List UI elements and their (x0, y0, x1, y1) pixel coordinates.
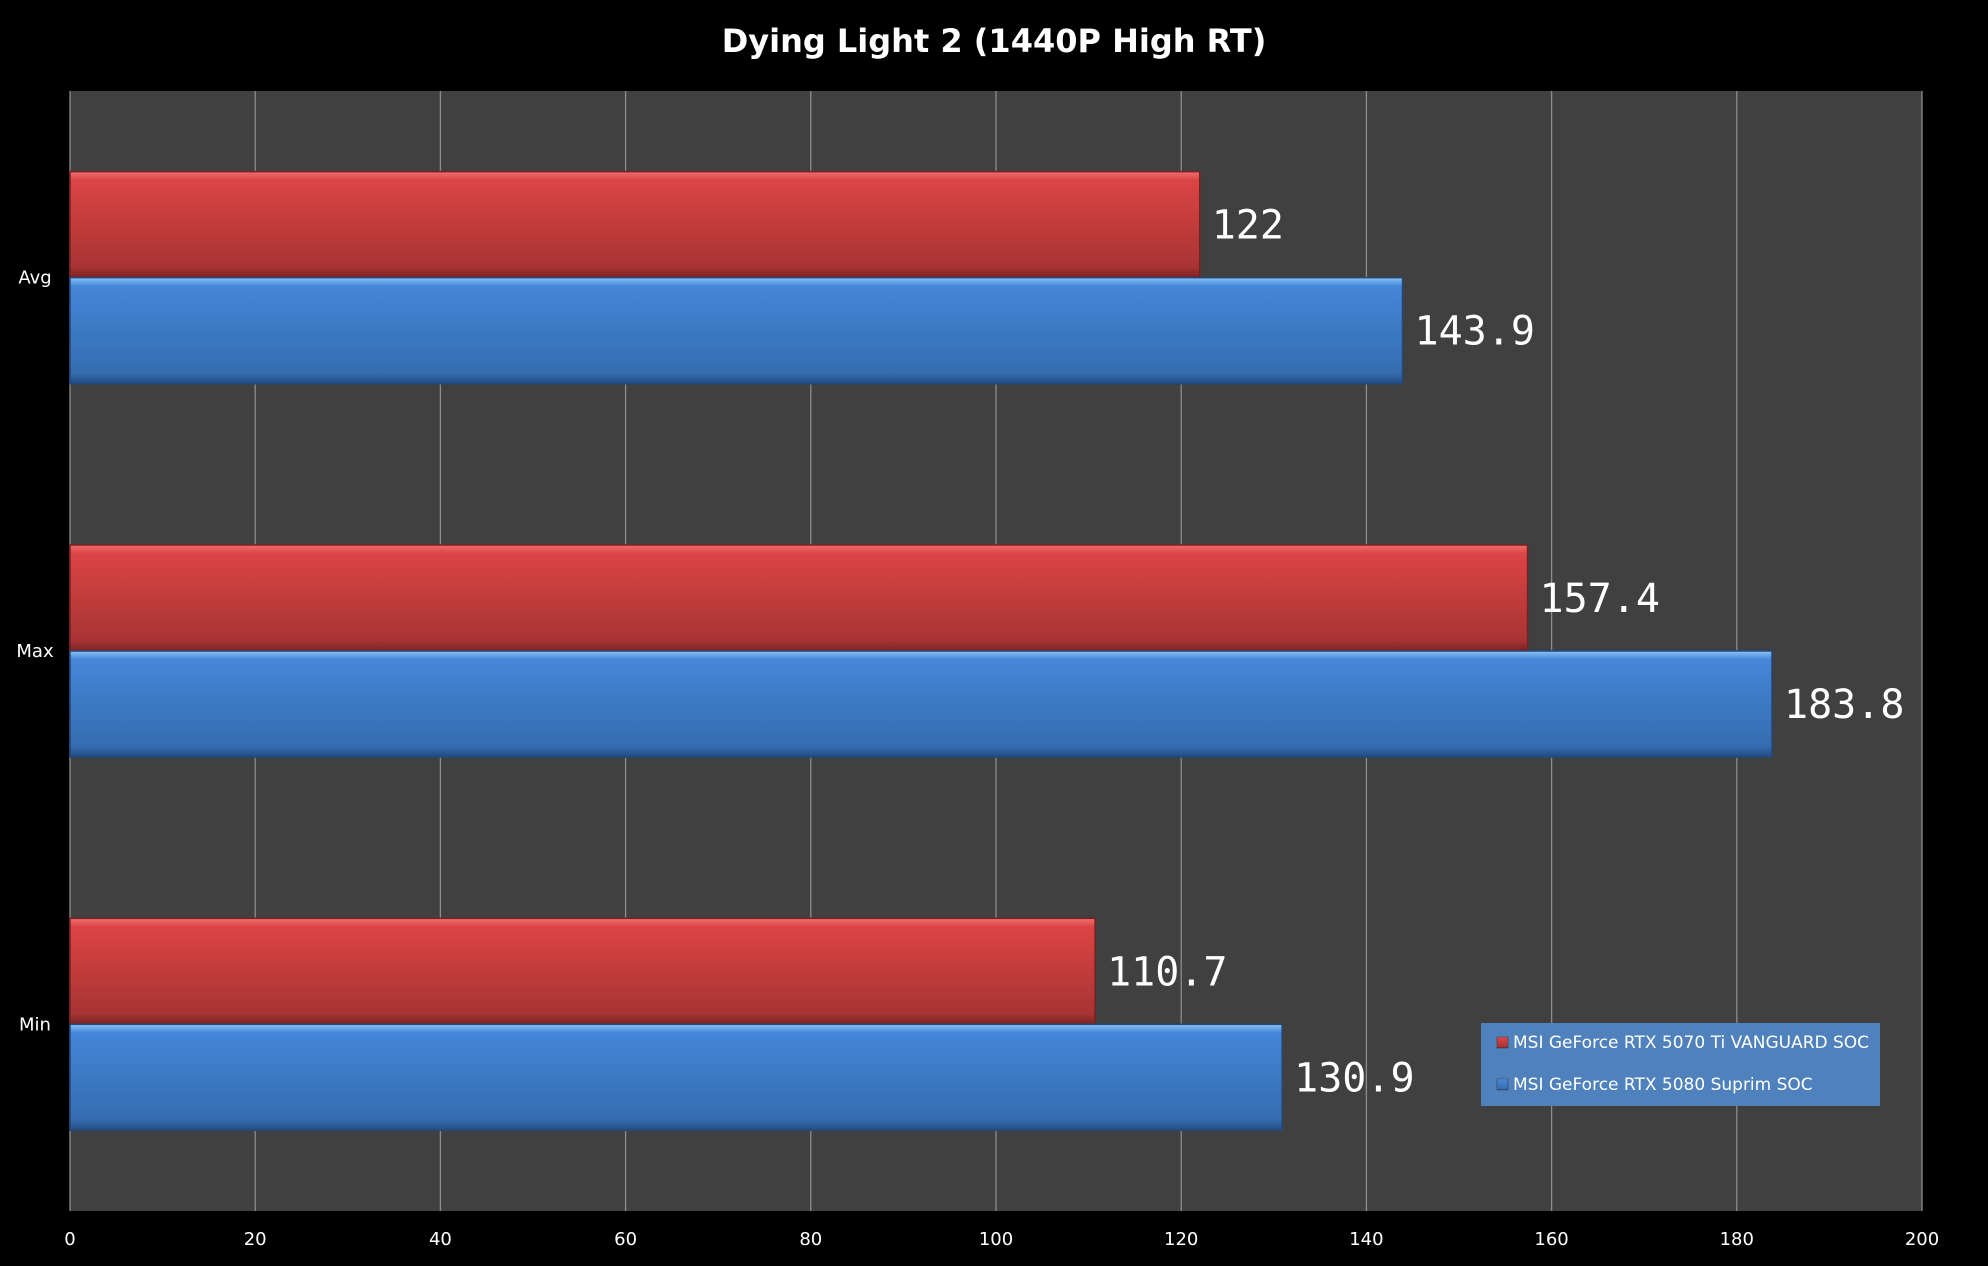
bar-rtx5070ti-max (69, 544, 1529, 652)
y-category-label: Min (19, 1014, 51, 1035)
x-tick-label: 140 (1349, 1229, 1383, 1250)
data-label: 183.8 (1784, 682, 1904, 728)
bar-rtx5070ti-min (69, 917, 1096, 1026)
data-label: 143.9 (1415, 309, 1535, 355)
bar-rtx5080-max (69, 650, 1773, 758)
x-tick-label: 40 (429, 1229, 452, 1250)
legend-box (1481, 1023, 1880, 1106)
x-tick-label: 0 (64, 1229, 75, 1250)
data-label: 122 (1212, 203, 1284, 249)
legend-swatch (1496, 1036, 1509, 1049)
x-tick-label: 180 (1720, 1229, 1754, 1250)
x-tick-label: 120 (1164, 1229, 1198, 1250)
x-tick-label: 200 (1905, 1229, 1939, 1250)
bar-rtx5080-min (69, 1023, 1283, 1132)
x-tick-label: 20 (244, 1229, 267, 1250)
bar-rtx5080-avg (69, 276, 1404, 385)
legend-swatch (1496, 1078, 1509, 1091)
y-category-label: Avg (18, 268, 51, 289)
bar-rtx5070ti-avg (69, 170, 1201, 279)
x-tick-label: 100 (979, 1229, 1013, 1250)
x-tick-label: 80 (799, 1229, 822, 1250)
legend-label: MSI GeForce RTX 5080 Suprim SOC (1513, 1075, 1813, 1095)
data-label: 130.9 (1294, 1055, 1414, 1101)
data-label: 110.7 (1107, 949, 1227, 995)
x-tick-label: 160 (1534, 1229, 1568, 1250)
legend: MSI GeForce RTX 5070 Ti VANGUARD SOC MSI … (1481, 1023, 1880, 1106)
x-tick-label: 60 (614, 1229, 637, 1250)
data-label: 157.4 (1540, 576, 1660, 622)
legend-label: MSI GeForce RTX 5070 Ti VANGUARD SOC (1513, 1033, 1869, 1053)
y-category-label: Max (16, 641, 54, 662)
chart-title: Dying Light 2 (1440P High RT) (722, 22, 1267, 60)
